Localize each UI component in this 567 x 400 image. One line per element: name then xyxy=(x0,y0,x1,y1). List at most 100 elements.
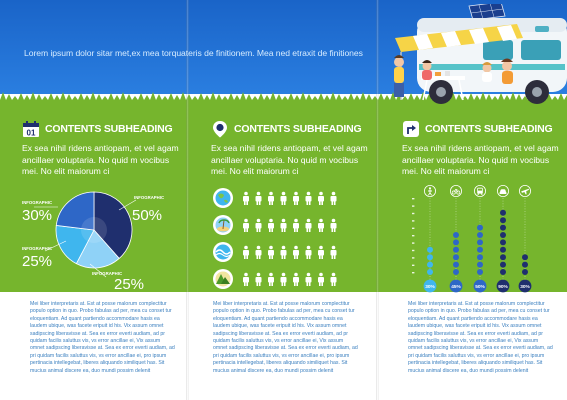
pie-chart-area: INFOGRAPHIC 50% INFOGRAPHIC 30% INFOGRAP… xyxy=(22,184,190,294)
subheading: CONTENTS SUBHEADING xyxy=(234,123,362,135)
map-pin-icon xyxy=(213,121,227,138)
data-dot xyxy=(500,217,506,224)
data-dot xyxy=(427,261,433,268)
axis-tick xyxy=(412,212,415,215)
data-dot xyxy=(500,254,506,261)
person-icon xyxy=(305,191,312,205)
intro-text: Ex sea nihil ridens antiopam, et vel aga… xyxy=(402,143,559,176)
pie-chart: INFOGRAPHIC 50% INFOGRAPHIC 30% INFOGRAP… xyxy=(22,191,164,293)
pie-value-label: 25% xyxy=(22,253,52,270)
axis-tick xyxy=(412,242,415,244)
heading-row: CONTENTS SUBHEADING xyxy=(402,118,567,140)
mountains-icon xyxy=(213,269,233,289)
pie-slice xyxy=(55,191,95,231)
pie-leader-line xyxy=(89,263,107,278)
pie-slice xyxy=(75,229,120,269)
pie-label: INFOGRAPHIC xyxy=(22,246,52,251)
plane-icon xyxy=(519,185,532,197)
axis-tick xyxy=(412,198,415,200)
data-dot xyxy=(477,246,483,253)
panel-fold-left xyxy=(186,0,189,400)
axis-tick xyxy=(412,227,415,229)
pie-label: INFOGRAPHIC xyxy=(134,195,164,200)
data-dot xyxy=(477,269,483,275)
heading-row: 01 CONTENTS SUBHEADING xyxy=(22,118,190,140)
intro-text: Ex sea nihil ridens antiopam, et vel aga… xyxy=(211,143,368,176)
person-icon xyxy=(293,191,299,205)
person-icon xyxy=(330,218,337,232)
picnic-table xyxy=(421,71,465,101)
value-label: 30% xyxy=(425,284,435,290)
value-badge xyxy=(496,279,510,293)
data-dot xyxy=(500,239,506,246)
globe-icon xyxy=(213,188,233,208)
headline: Lorem ipsum dolor sitar met,ex mea torqu… xyxy=(24,48,363,58)
value-badge xyxy=(423,279,437,293)
person-icon xyxy=(243,272,249,286)
person-icon xyxy=(293,245,299,259)
data-dot xyxy=(477,232,483,238)
person-icon xyxy=(268,272,274,286)
data-dot xyxy=(453,261,459,268)
pie-slice xyxy=(93,191,133,260)
value-label: 30% xyxy=(520,284,530,290)
data-dot xyxy=(500,224,506,231)
data-dot xyxy=(477,261,483,268)
data-dot xyxy=(500,269,506,275)
axis-tick xyxy=(412,205,415,207)
pie-leader-line xyxy=(118,199,137,211)
value-label: 45% xyxy=(451,284,461,290)
person-icon xyxy=(318,272,324,286)
data-dot xyxy=(453,269,459,275)
waves-icon xyxy=(213,242,233,262)
data-dot xyxy=(500,261,506,268)
pie-center xyxy=(81,217,107,243)
person-icon xyxy=(255,191,262,205)
pie-label: INFOGRAPHIC xyxy=(22,200,52,205)
person-icon xyxy=(255,272,262,286)
data-dot xyxy=(500,232,506,238)
person-icon xyxy=(305,245,312,259)
data-dot xyxy=(477,254,483,261)
data-dot xyxy=(427,246,433,253)
person-icon xyxy=(305,218,312,232)
body-text: Mei liber interpretaris at. Est at posse… xyxy=(30,301,175,374)
walk-icon xyxy=(423,185,436,197)
pie-value-label: 25% xyxy=(114,276,144,293)
axis-tick xyxy=(412,272,415,274)
person-icon xyxy=(243,191,249,205)
subheading: CONTENTS SUBHEADING xyxy=(45,123,173,135)
person-icon xyxy=(293,218,299,232)
data-dot xyxy=(453,239,459,246)
white-panel xyxy=(0,292,567,400)
subheading: CONTENTS SUBHEADING xyxy=(425,123,553,135)
value-badge xyxy=(518,279,532,293)
body-text: Mei liber interpretaris at. Est at posse… xyxy=(408,301,553,374)
person-icon xyxy=(268,218,274,232)
person-icon xyxy=(318,191,324,205)
person-icon xyxy=(280,191,287,205)
person-icon xyxy=(268,245,274,259)
column-dots: CONTENTS SUBHEADING Ex sea nihil ridens … xyxy=(402,118,567,400)
person-icon xyxy=(280,245,287,259)
data-dot xyxy=(477,224,483,231)
axis-tick xyxy=(412,220,415,222)
people-icon-rows xyxy=(213,188,337,289)
panel-fold-right xyxy=(376,0,379,400)
car-icon xyxy=(497,185,510,197)
pie-value-label: 50% xyxy=(132,207,162,224)
pie-leader-line xyxy=(44,240,67,252)
camper-illustration xyxy=(394,4,567,104)
axis-tick xyxy=(412,257,415,259)
data-dot xyxy=(427,269,433,275)
pie-slice xyxy=(55,224,95,265)
person-icon xyxy=(280,218,287,232)
person-icon xyxy=(243,218,249,232)
axis-tick xyxy=(412,235,415,237)
pie-label: INFOGRAPHIC xyxy=(92,271,122,276)
person-icon xyxy=(305,272,312,286)
body-text: Mei liber interpretaris at. Est at posse… xyxy=(213,301,358,374)
calendar-day: 01 xyxy=(27,128,36,137)
person-icon xyxy=(318,218,324,232)
